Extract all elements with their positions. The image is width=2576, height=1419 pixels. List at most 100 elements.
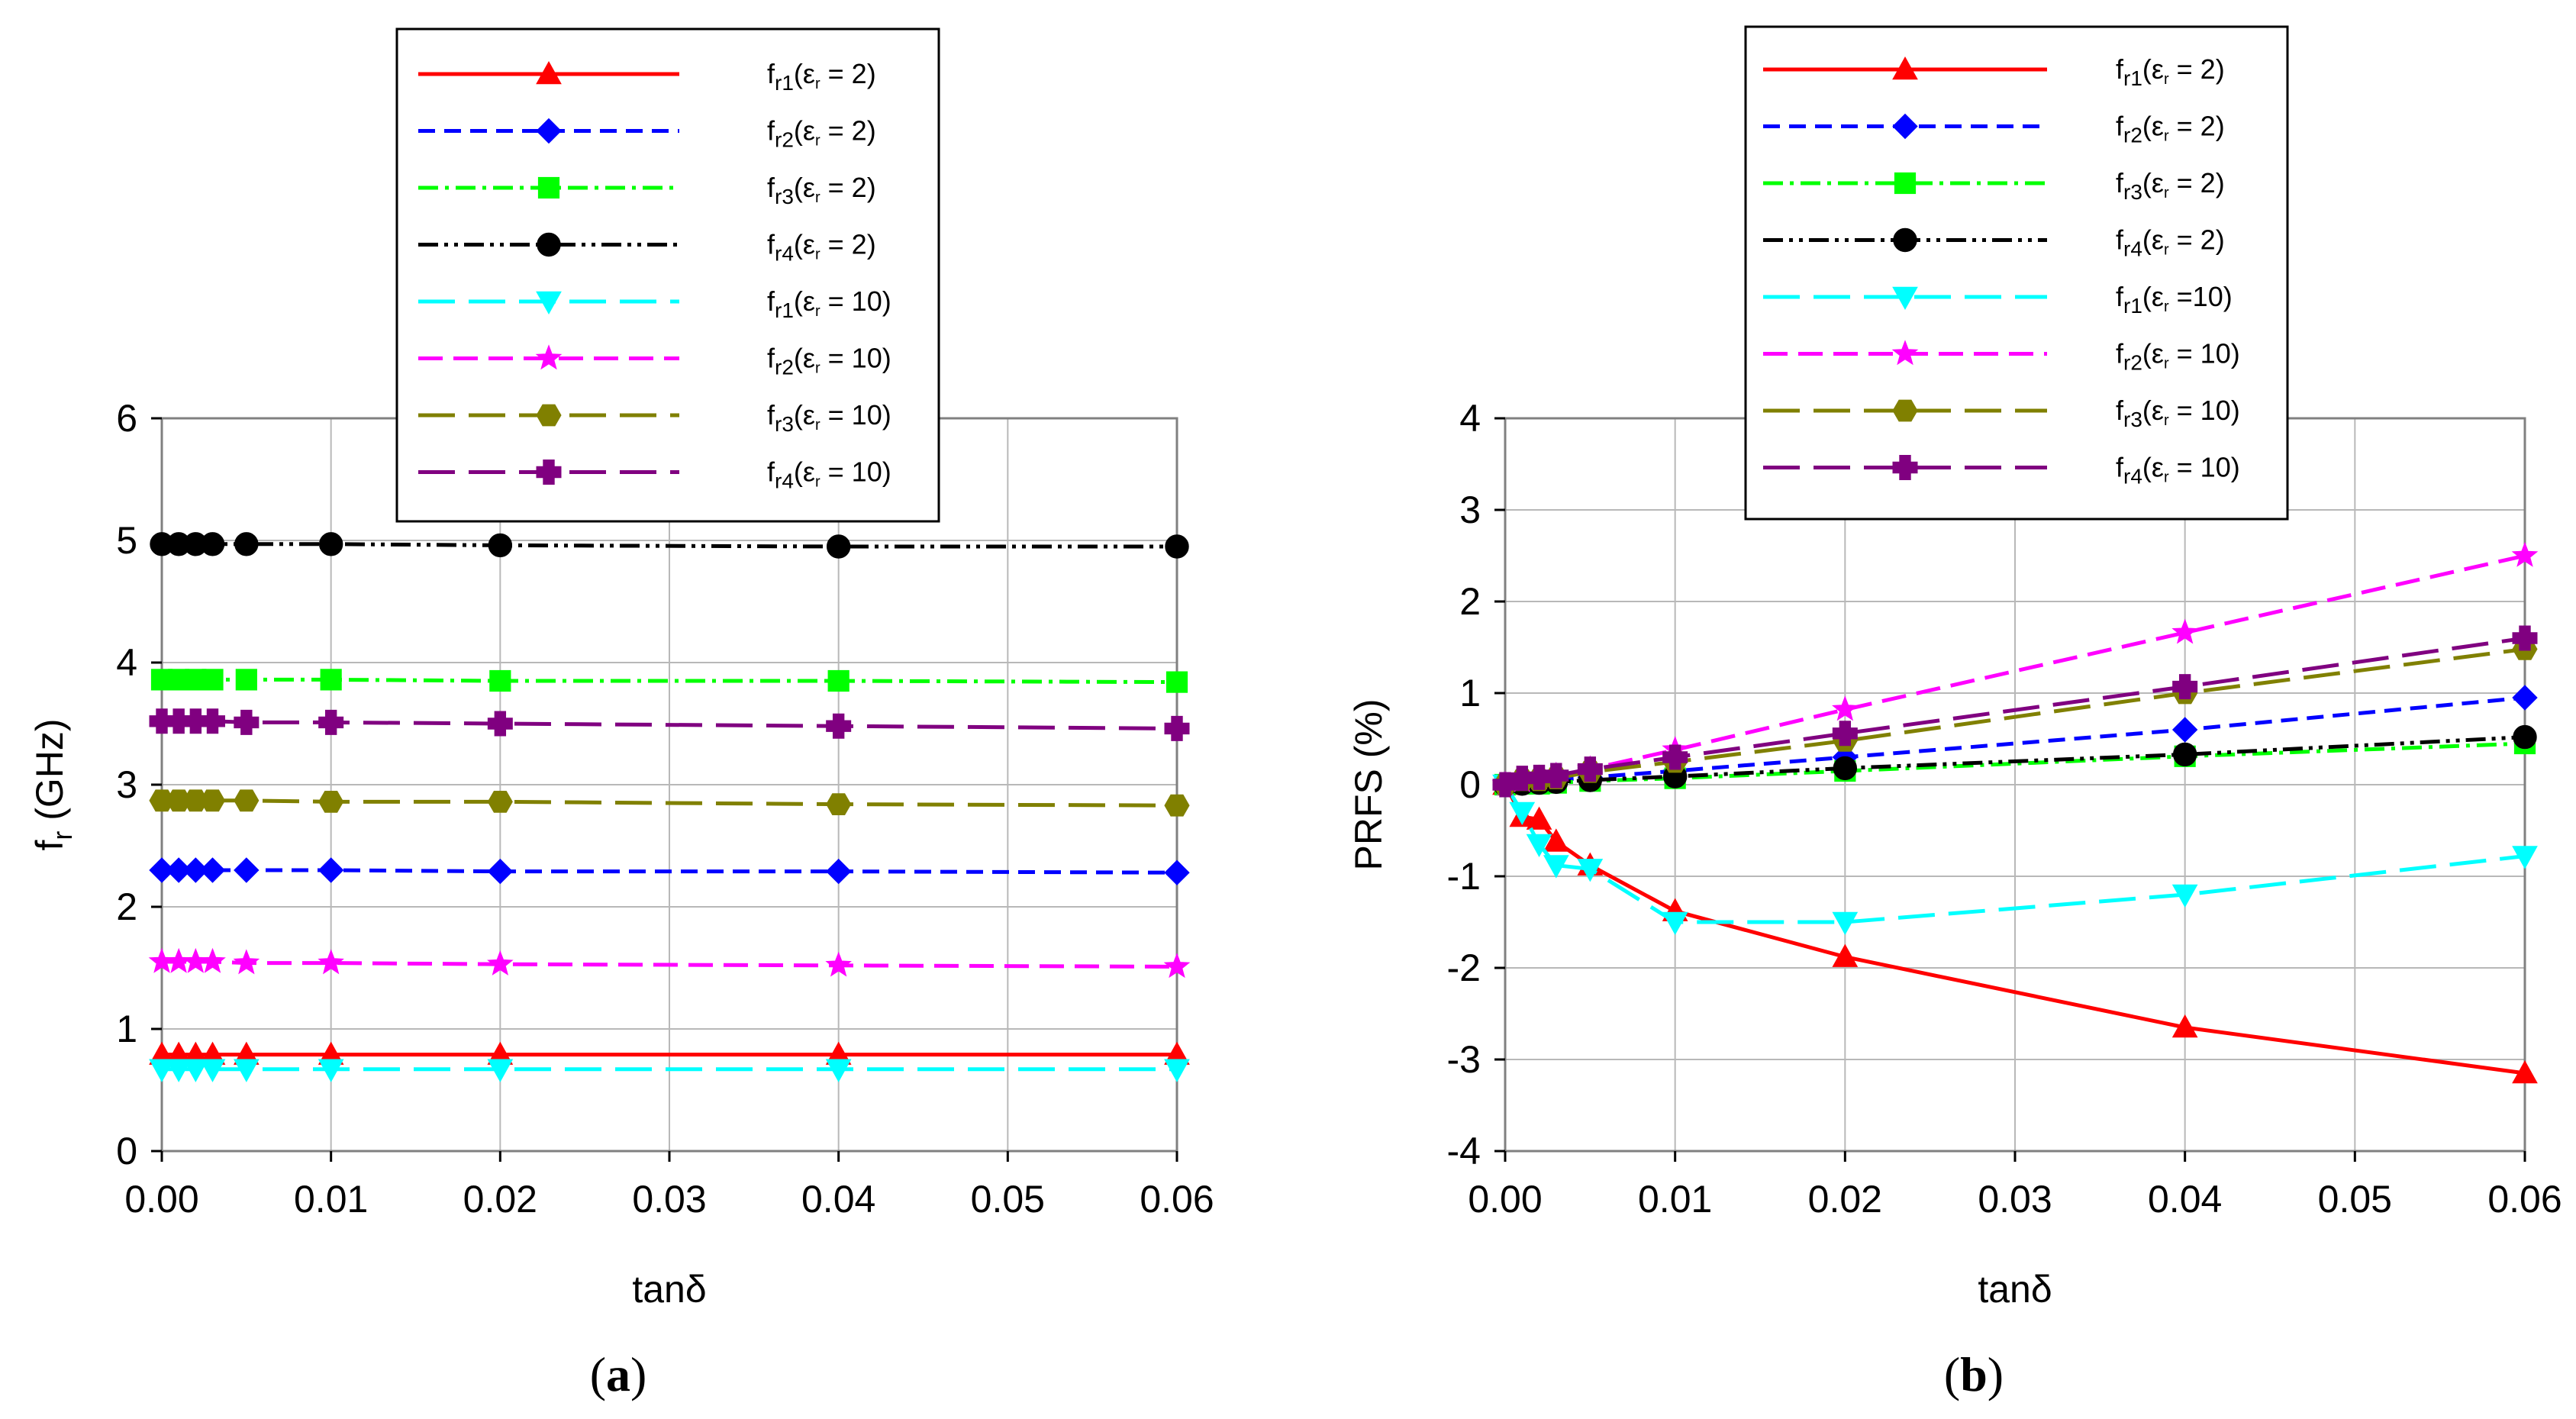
panel-b-series-2-point: [2512, 685, 2538, 711]
panel-a-x-tick-label: 0.01: [294, 1178, 368, 1221]
panel-a-y-tick-label: 6: [116, 397, 137, 440]
panel-a-series-2-point: [318, 857, 344, 883]
panel-b-series-4-point: [2513, 724, 2537, 750]
panel-a-series-2-line: [162, 868, 1178, 875]
panel-a-series-2-point: [166, 857, 192, 883]
panel-b-caption: (b): [1944, 1347, 2004, 1401]
panel-a-series-7-point: [166, 789, 192, 812]
panel-a-series-7-point: [182, 789, 208, 812]
panel-a-series-7: [149, 789, 1190, 817]
panel-a-series-5-point: [825, 1059, 852, 1082]
panel-b: 0.00 0.01 0.02 0.03 0.04 0.05 0.06 -4 -3 -2 -1 0 1 2 3…: [1347, 25, 2562, 1401]
panel-b-legend-label: fr4(εr = 10): [2116, 452, 2240, 489]
panel-b-x-tick-label: 0.05: [2318, 1178, 2392, 1221]
panel-b-x-axis-title: tanδ: [1978, 1268, 2052, 1311]
panel-b-series-1-point: [2171, 1014, 2198, 1038]
panel-a-y-axis-title-main: f: [28, 840, 71, 851]
panel-b-series-5-point: [1832, 911, 1859, 936]
panel-b-legend-swatch-marker: [1892, 455, 1918, 480]
panel-a-series-2-point: [182, 857, 209, 883]
panel-b-series-8-point: [1662, 744, 1688, 770]
panel-a-series-4-point: [200, 532, 225, 556]
panel-b-y-tick-label: 4: [1459, 397, 1481, 440]
panel-a-series-4-point: [1165, 534, 1189, 559]
panel-a-series-7-point: [826, 793, 852, 815]
panel-a-series-6-point: [825, 951, 852, 977]
panel-b-legend-entry: fr1(εr = 2): [1763, 53, 2225, 90]
panel-b-y-tick-label: 2: [1459, 580, 1481, 623]
panel-b-legend-label: fr1(εr = 2): [2116, 53, 2225, 90]
panel-a-series-8-point: [487, 711, 513, 737]
panel-a-series-2-point: [825, 858, 852, 885]
panel-b-legend-entry: fr3(εr = 2): [1763, 167, 2225, 204]
panel-a-series-8: [149, 708, 1190, 741]
panel-a-series-2-point: [149, 857, 175, 883]
panel-a-series-7-point: [318, 791, 344, 813]
panel-a-series-6-point: [233, 949, 260, 975]
panel-b-series-4-point: [1833, 756, 1858, 781]
panel-b-series-6-point: [2511, 541, 2539, 567]
panel-b-series-5-point: [1662, 911, 1688, 936]
panel-a-legend-label: fr1(εr = 2): [767, 58, 876, 95]
panel-a-legend-label: fr2(εr = 2): [767, 115, 876, 152]
panel-b-legend-label: fr1(εr =10): [2116, 281, 2233, 318]
panel-a-grid: [161, 418, 1178, 1152]
panel-a-series-2-point: [1164, 859, 1190, 885]
panel-b-series-1-point: [1832, 943, 1859, 967]
panel-a-y-tick-label: 5: [116, 519, 137, 562]
panel-a-series-5-point: [487, 1059, 514, 1082]
panel-b-series-5-point: [1509, 801, 1536, 826]
panel-a-y-tick-label: 3: [116, 763, 137, 806]
panel-a-series-5-point: [233, 1059, 260, 1082]
panel-b-legend-label: fr3(εr = 10): [2116, 395, 2240, 431]
panel-b-legend-entry: fr4(εr = 2): [1763, 224, 2225, 261]
panel-a-y-tick-label: 0: [116, 1130, 137, 1172]
panel-b-legend-swatch-marker: [1892, 399, 1918, 422]
panel-b-series-5-point: [1543, 855, 1569, 879]
panel-a-legend-label: fr4(εr = 10): [767, 456, 891, 493]
panel-a: 0.00 0.01 0.02 0.03 0.04 0.05 0.06 0 1 2 3 4 5 6 tanδ f…: [28, 27, 1214, 1401]
panel-a-series-4-point: [826, 534, 851, 559]
panel-b-series-8-point: [1543, 763, 1569, 789]
panel-b-series-6-point: [2171, 618, 2198, 644]
panel-a-series-3-point: [235, 669, 257, 691]
panel-b-series-4-point: [2172, 742, 2197, 767]
panel-b-series-6-point: [1832, 695, 1859, 721]
panel-b-x-tick-label: 0.03: [1978, 1178, 2052, 1221]
panel-a-legend-swatch-marker: [535, 344, 563, 370]
panel-a-legend-entry: fr4(εr = 2): [418, 229, 876, 266]
panel-b-legend-entry: fr2(εr = 2): [1763, 111, 2225, 147]
panel-a-series-5-point: [318, 1059, 344, 1082]
panel-a-y-tick-label: 1: [116, 1008, 137, 1050]
panel-a-legend-entry: fr2(εr = 2): [418, 115, 876, 152]
panel-b-x-tick-label: 0.04: [2148, 1178, 2222, 1221]
panel-b-y-tick-label: -2: [1447, 947, 1481, 989]
panel-a-legend-entry: fr2(εr = 10): [418, 343, 891, 379]
panel-a-series-7-line: [162, 798, 1178, 808]
panel-b-x-tick-label: 0.00: [1468, 1178, 1542, 1221]
panel-a-series-3-point: [489, 669, 511, 692]
panel-a-series-3-point: [320, 669, 342, 691]
panel-a-x-tick-label: 0.05: [971, 1178, 1045, 1221]
panel-b-series-8-point: [1832, 721, 1858, 747]
panel-a-legend-entry: fr4(εr = 10): [418, 456, 891, 493]
panel-a-legend-label: fr4(εr = 2): [767, 229, 876, 266]
panel-a-series-5-point: [166, 1059, 192, 1082]
panel-a-y-axis-title-rest: (GHz): [28, 718, 71, 830]
panel-a-legend-entry: fr1(εr = 10): [418, 285, 891, 322]
panel-a-series-5-point: [199, 1059, 226, 1082]
panel-a-series-4: [150, 532, 1189, 559]
panel-b-y-tick-label: -3: [1447, 1038, 1481, 1081]
panel-b-series-5-point: [1577, 859, 1604, 882]
panel-b-series-1-point: [2512, 1059, 2538, 1084]
panel-a-series-5-point: [182, 1059, 209, 1082]
panel-b-legend-swatch-marker: [1891, 340, 1919, 366]
panel-a-y-axis-title-sub: r: [47, 831, 78, 840]
panel-b-legend-label: fr3(εr = 2): [2116, 167, 2225, 204]
panel-a-series-4-point: [234, 532, 259, 556]
panel-b-legend-label: fr4(εr = 2): [2116, 224, 2225, 261]
panel-a-series-8-point: [200, 708, 225, 734]
panel-b-x-tick-label: 0.01: [1638, 1178, 1712, 1221]
panel-b-series-5-point: [2171, 884, 2198, 908]
